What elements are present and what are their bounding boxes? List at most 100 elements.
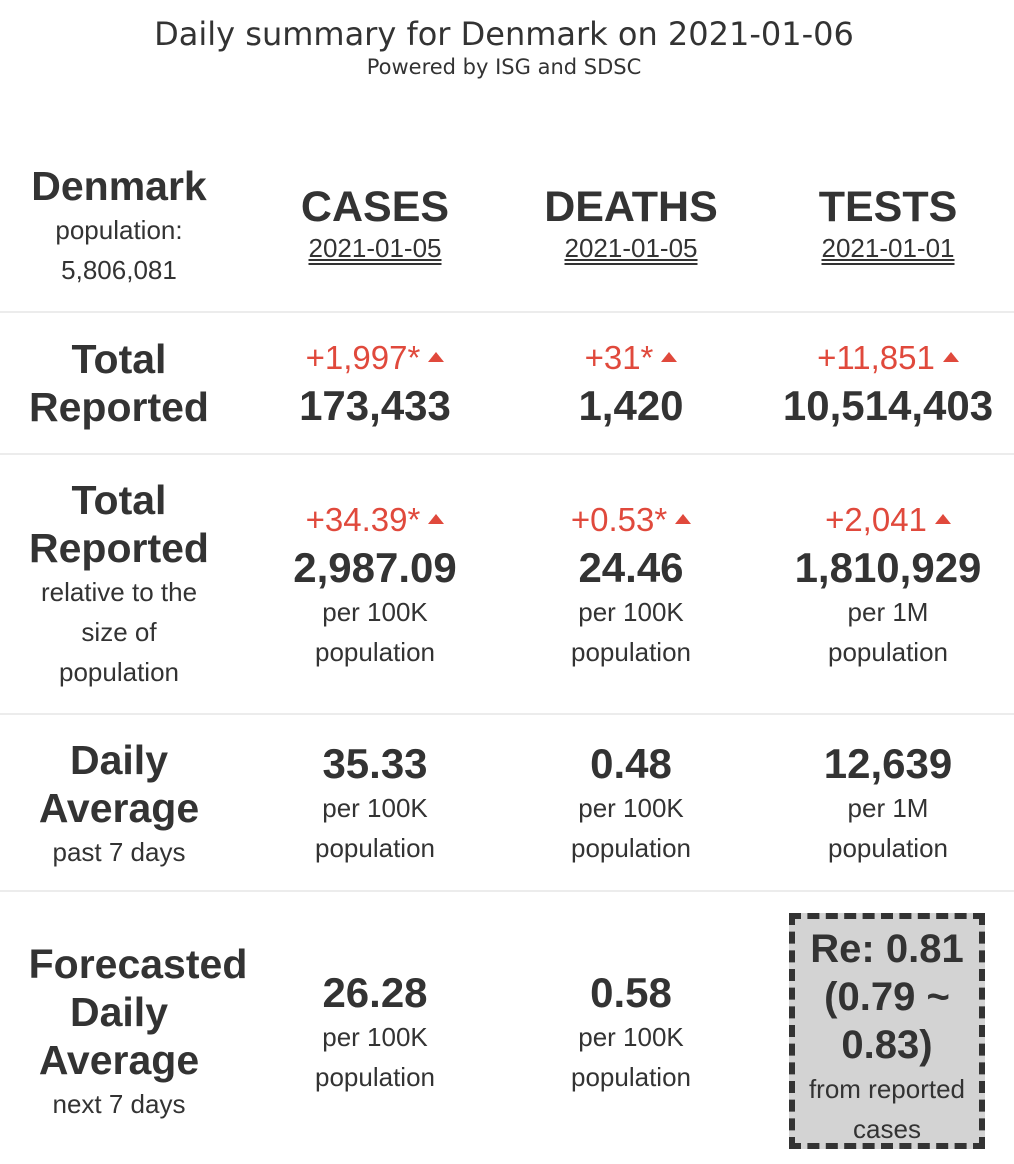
unit-label: per 100K — [322, 597, 428, 627]
re-range-line: (0.79 ~ — [824, 975, 950, 1019]
unit-label: population — [828, 637, 948, 667]
re-estimate-box: Re: 0.81 (0.79 ~ 0.83) from reported cas… — [789, 913, 985, 1149]
change-value: +34.39* — [305, 501, 421, 538]
re-source-label: from reported — [808, 1074, 966, 1104]
triangle-up-icon — [428, 352, 445, 363]
row-label: Forecasted — [10, 940, 266, 988]
row-sublabel: past 7 days — [52, 837, 186, 867]
relative-value: 24.46 — [578, 544, 684, 591]
unit-label: per 1M — [847, 793, 929, 823]
change-value: +1,997* — [305, 339, 421, 376]
relative-value: 1,810,929 — [794, 544, 982, 591]
unit-label: per 100K — [322, 793, 428, 823]
change-value: +11,851 — [817, 339, 935, 376]
column-title: CASES — [300, 183, 450, 231]
page-subtitle: Powered by ISG and SDSC — [366, 55, 642, 79]
change-value: +31* — [584, 339, 654, 376]
re-range-line: 0.83) — [841, 1023, 933, 1067]
cases-forecast-cell: 26.28 per 100K population — [247, 969, 503, 1097]
country-info: Denmark population: 5,806,081 — [0, 162, 238, 290]
daily-change: +34.39* — [247, 496, 503, 544]
unit-label: population — [571, 637, 691, 667]
unit-label: per 1M — [847, 597, 929, 627]
cases-total-cell: +1,997* 173,433 — [247, 334, 503, 430]
deaths-daily-cell: 0.48 per 100K population — [503, 740, 759, 868]
unit-label: per 100K — [322, 1022, 428, 1052]
re-source-label: cases — [853, 1114, 921, 1144]
tests-total-cell: +11,851 10,514,403 — [760, 334, 1014, 430]
relative-value: 2,987.09 — [293, 544, 457, 591]
column-header-deaths: DEATHS 2021-01-05 — [503, 182, 759, 264]
row-label-line: Daily — [70, 737, 168, 783]
column-date: 2021-01-05 — [308, 233, 442, 263]
row-sublabel: size of — [81, 617, 157, 647]
daily-average-value: 0.48 — [590, 740, 672, 787]
unit-label: population — [571, 833, 691, 863]
total-value: 173,433 — [299, 382, 451, 429]
triangle-up-icon — [675, 514, 692, 525]
forecast-value: 26.28 — [322, 969, 428, 1016]
column-title: DEATHS — [544, 183, 718, 231]
row-label-line: Reported — [29, 384, 209, 430]
row-label-line: Average — [38, 785, 200, 831]
change-value: +0.53* — [570, 501, 668, 538]
row-label-line: Total — [71, 477, 167, 523]
row-label-line: Forecasted — [28, 941, 248, 987]
daily-change: +2,041 — [760, 496, 1014, 544]
triangle-up-icon — [661, 352, 678, 363]
row-label-line: Reported — [29, 525, 209, 571]
row-label-line: Total — [71, 336, 167, 382]
cases-daily-cell: 35.33 per 100K population — [247, 740, 503, 868]
daily-average-value: 35.33 — [322, 740, 428, 787]
triangle-up-icon — [942, 352, 959, 363]
deaths-relative-cell: +0.53* 24.46 per 100K population — [503, 496, 759, 672]
re-value-line: Re: 0.81 — [810, 927, 964, 971]
row-divider — [0, 890, 1014, 892]
unit-label: per 100K — [578, 597, 684, 627]
population-value: 5,806,081 — [61, 255, 177, 285]
unit-label: population — [315, 637, 435, 667]
daily-average-value: 12,639 — [823, 740, 953, 787]
row-sublabel: population — [59, 657, 179, 687]
tests-daily-cell: 12,639 per 1M population — [760, 740, 1014, 868]
row-label-line: Daily — [70, 989, 168, 1035]
unit-label: per 100K — [578, 1022, 684, 1052]
change-value: +2,041 — [825, 501, 927, 538]
row-label: Total Reported — [0, 335, 238, 431]
row-label: Daily Average past 7 days — [0, 736, 238, 872]
column-title: TESTS — [818, 183, 958, 231]
daily-change: +1,997* — [247, 334, 503, 382]
unit-label: population — [315, 1062, 435, 1092]
column-header-tests: TESTS 2021-01-01 — [760, 182, 1014, 264]
unit-label: population — [571, 1062, 691, 1092]
column-header-cases: CASES 2021-01-05 — [247, 182, 503, 264]
page-title: Daily summary for Denmark on 2021-01-06 — [154, 15, 854, 53]
unit-label: per 100K — [578, 793, 684, 823]
daily-change: +0.53* — [503, 496, 759, 544]
triangle-up-icon — [934, 514, 951, 525]
country-name: Denmark — [31, 163, 207, 209]
column-date: 2021-01-01 — [821, 233, 955, 263]
row-label: Total Reported relative to the size of p… — [0, 476, 238, 692]
population-label: population: — [55, 215, 183, 245]
column-date: 2021-01-05 — [564, 233, 698, 263]
cases-relative-cell: +34.39* 2,987.09 per 100K population — [247, 496, 503, 672]
row-sublabel: next 7 days — [52, 1089, 186, 1119]
row-divider — [0, 311, 1014, 313]
triangle-up-icon — [428, 514, 445, 525]
total-value: 1,420 — [578, 382, 684, 429]
page-header: Daily summary for Denmark on 2021-01-06 … — [0, 14, 1008, 80]
total-value: 10,514,403 — [782, 382, 994, 429]
row-sublabel: relative to the — [40, 577, 198, 607]
row-label-line: Average — [38, 1037, 200, 1083]
row-label-continued: Daily Average next 7 days — [0, 988, 238, 1124]
unit-label: population — [315, 833, 435, 863]
deaths-total-cell: +31* 1,420 — [503, 334, 759, 430]
row-divider — [0, 713, 1014, 715]
tests-relative-cell: +2,041 1,810,929 per 1M population — [760, 496, 1014, 672]
deaths-forecast-cell: 0.58 per 100K population — [503, 969, 759, 1097]
daily-change: +31* — [503, 334, 759, 382]
row-divider — [0, 453, 1014, 455]
daily-change: +11,851 — [760, 334, 1014, 382]
forecast-value: 0.58 — [590, 969, 672, 1016]
